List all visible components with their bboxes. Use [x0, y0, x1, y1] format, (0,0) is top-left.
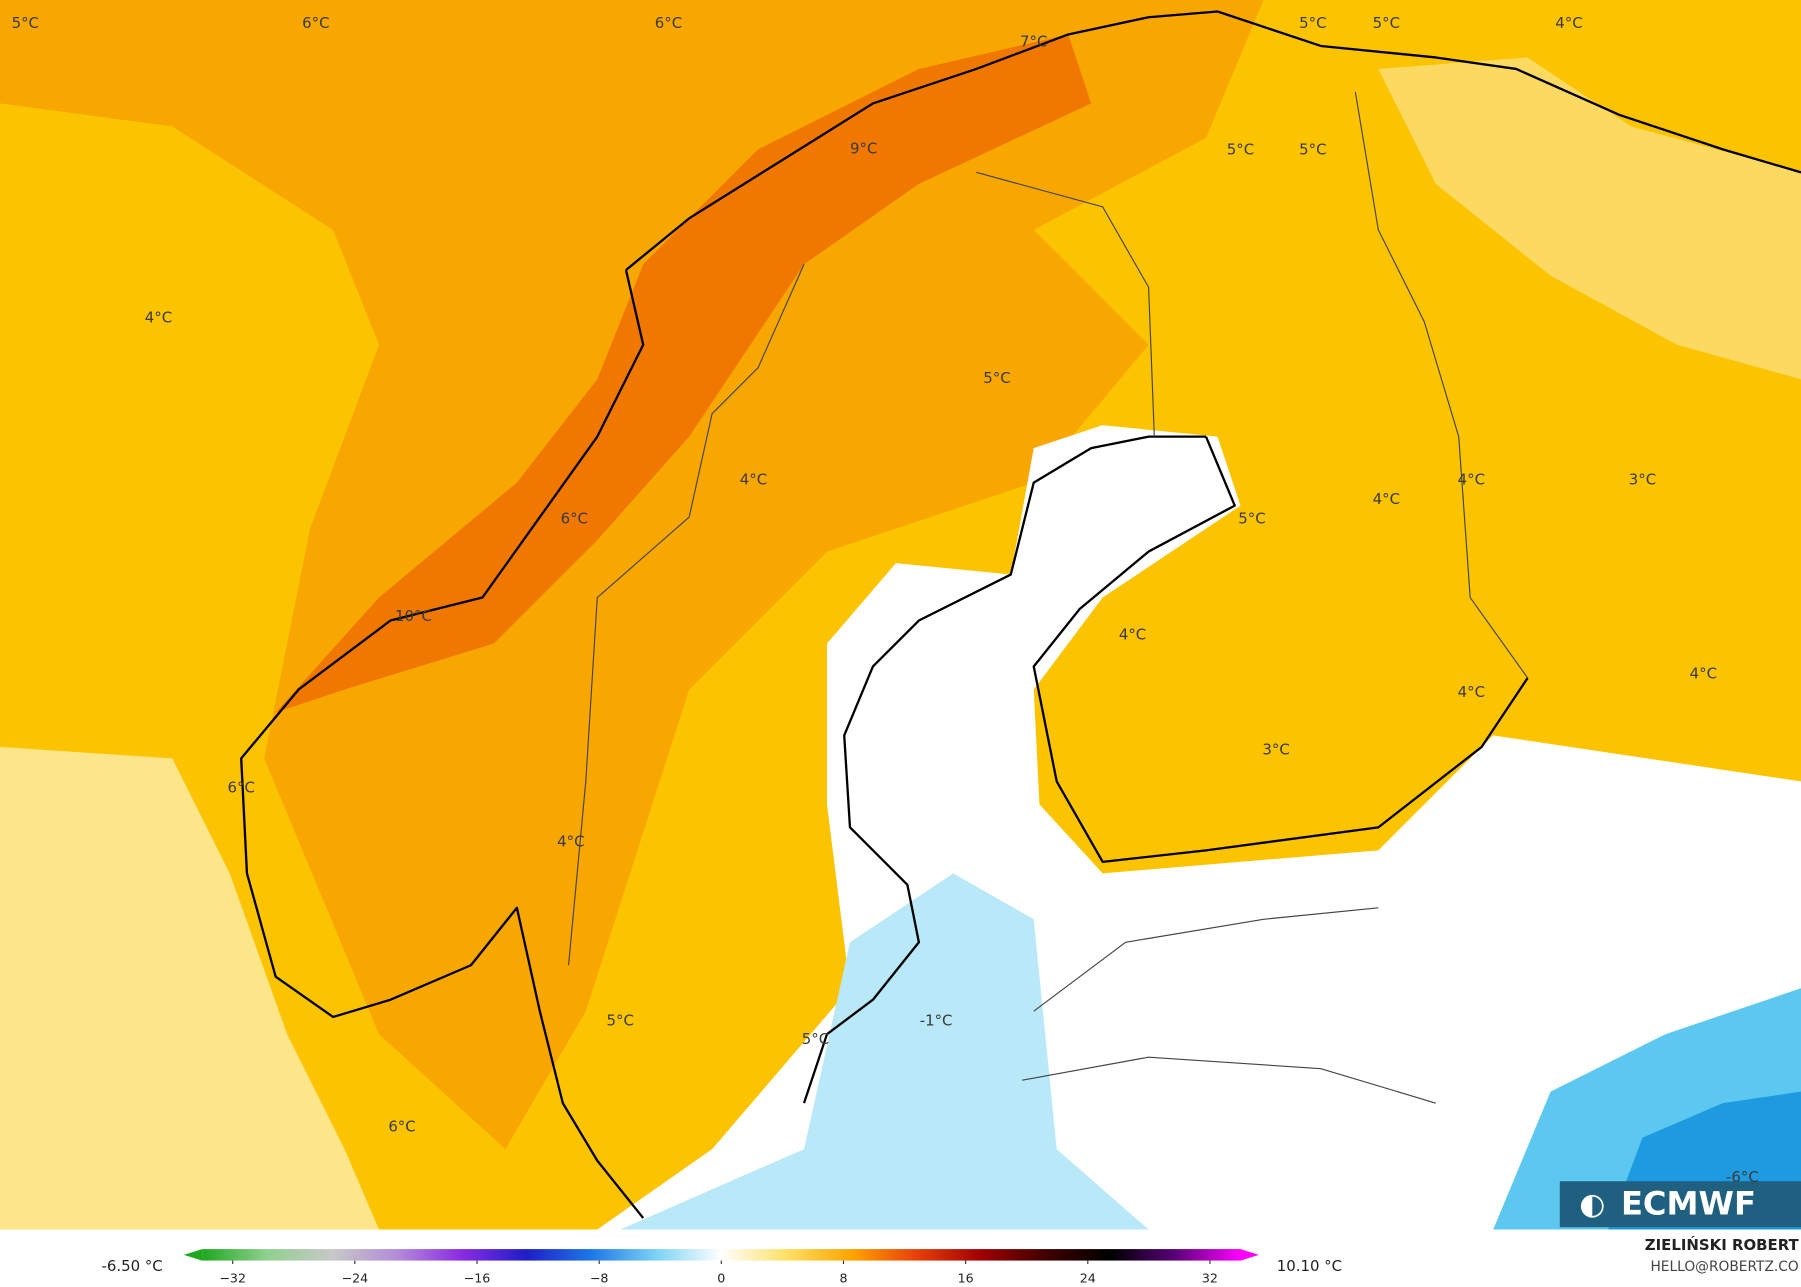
contour-label: 4°C [740, 470, 767, 488]
contour-label: 5°C [12, 14, 39, 32]
colorbar-tick-label: 16 [958, 1270, 974, 1285]
temperature-field [620, 873, 1149, 1230]
temperature-field [0, 746, 380, 1230]
colorbar-arrow [1240, 1249, 1259, 1261]
coastline [1032, 436, 1529, 863]
colorbar-tick-label: 0 [717, 1270, 725, 1285]
logo: ECMWF [1621, 1184, 1756, 1222]
logo-box [1559, 1181, 1801, 1228]
contour-label: 4°C [1373, 490, 1400, 508]
contour-label: 6°C [388, 1117, 415, 1135]
colorbar-arrow [183, 1249, 203, 1261]
contour-label: 7°C [1020, 33, 1047, 51]
colorbar-min: -6.50 °C [101, 1257, 162, 1275]
temperature-field [0, 0, 1264, 1150]
colorbar: -6.50 °C 10.10 °C −32 −24 −16 −8 0 8 16 24 32 [101, 1249, 1342, 1285]
colorbar-tick-label: −24 [342, 1270, 369, 1285]
colorbar-bar [202, 1249, 1241, 1261]
colorbar-tick-label: 8 [839, 1270, 847, 1285]
coastline [625, 10, 1801, 271]
border [567, 91, 1529, 1104]
colorbar-tick-label: 32 [1202, 1270, 1218, 1285]
contour-label: 6°C [561, 509, 588, 527]
contour-label: -6°C [1726, 1168, 1759, 1186]
colorbar-tick-label: −16 [464, 1270, 491, 1285]
contour-label: -1°C [920, 1012, 953, 1030]
credit-name: ZIELIŃSKI ROBERT [1645, 1236, 1800, 1254]
contour-label: 5°C [607, 1012, 634, 1030]
colorbar-tick-label: −8 [590, 1270, 609, 1285]
temperature-field [1378, 57, 1801, 380]
contour-label: 6°C [228, 778, 255, 796]
credit-email: HELLO@ROBERTZ.CO [1650, 1259, 1798, 1275]
contour-label: 4°C [1458, 683, 1485, 701]
contour-label: 6°C [302, 14, 329, 32]
contour-label: 4°C [1690, 665, 1717, 683]
temperature-field [275, 34, 1092, 713]
contour-label: 9°C [850, 139, 877, 157]
colorbar-tick-label: −32 [219, 1270, 246, 1285]
contour-label: 5°C [1299, 14, 1326, 32]
contour-label: 5°C [1373, 14, 1400, 32]
logo-mark: ◐ [1579, 1187, 1605, 1222]
contour-label: 5°C [1299, 141, 1326, 159]
contour-label: 5°C [1238, 509, 1265, 527]
contour-label: 4°C [557, 832, 584, 850]
contour-label: 5°C [983, 369, 1010, 387]
contour-label: 4°C [1555, 14, 1582, 32]
colorbar-tick-label: 24 [1080, 1270, 1096, 1285]
coastline [802, 435, 1207, 1104]
contour-label: 6°C [655, 14, 682, 32]
contour-label: 5°C [1227, 141, 1254, 159]
contour-label: 5°C [802, 1030, 829, 1048]
contour-label: 3°C [1629, 470, 1656, 488]
contour-label: 4°C [145, 308, 172, 326]
coastline [240, 269, 645, 1219]
contour-label: 10°C [395, 607, 432, 625]
contour-label: 4°C [1458, 470, 1485, 488]
contour-label: 4°C [1119, 625, 1146, 643]
map: ◐ ECMWF [0, 0, 1801, 1230]
colorbar-max: 10.10 °C [1277, 1257, 1342, 1275]
contour-labels: 5°C 6°C 6°C 7°C 5°C 5°C 4°C 9°C 5°C 5°C 4°C 5°C 4°C 4… [12, 14, 1759, 1186]
contour-label: 3°C [1262, 740, 1289, 758]
